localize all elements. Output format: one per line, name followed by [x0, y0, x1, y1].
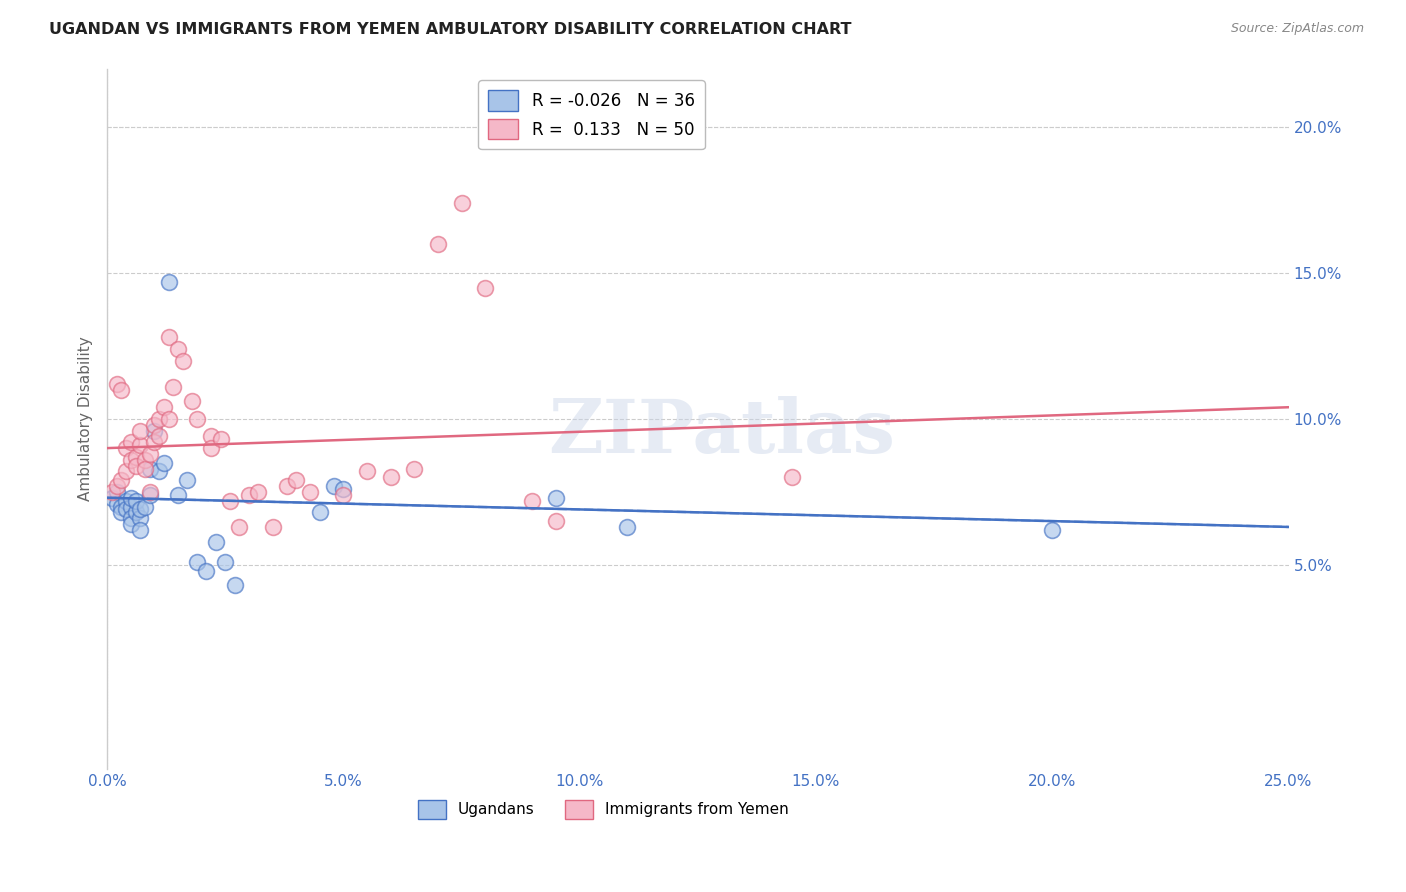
- Legend: Ugandans, Immigrants from Yemen: Ugandans, Immigrants from Yemen: [412, 794, 794, 825]
- Point: [404, 461, 426, 475]
- Point: [228, 520, 250, 534]
- Point: [101, 484, 124, 499]
- Point: [162, 380, 184, 394]
- Point: [153, 456, 176, 470]
- Point: [105, 376, 128, 391]
- Point: [115, 502, 138, 516]
- Point: [200, 441, 222, 455]
- Point: [124, 505, 146, 519]
- Point: [124, 458, 146, 473]
- Point: [129, 511, 152, 525]
- Text: ZIPatlas: ZIPatlas: [548, 396, 896, 469]
- Point: [110, 473, 132, 487]
- Point: [120, 500, 142, 514]
- Point: [115, 493, 138, 508]
- Point: [167, 342, 190, 356]
- Point: [129, 438, 152, 452]
- Point: [299, 484, 322, 499]
- Point: [276, 479, 298, 493]
- Point: [143, 424, 166, 438]
- Point: [120, 452, 142, 467]
- Point: [247, 484, 270, 499]
- Point: [219, 493, 242, 508]
- Point: [120, 435, 142, 450]
- Point: [120, 516, 142, 531]
- Point: [209, 433, 232, 447]
- Point: [308, 505, 330, 519]
- Point: [143, 435, 166, 450]
- Point: [157, 275, 180, 289]
- Point: [101, 491, 124, 505]
- Point: [110, 500, 132, 514]
- Y-axis label: Ambulatory Disability: Ambulatory Disability: [79, 336, 93, 501]
- Point: [134, 461, 156, 475]
- Point: [115, 441, 138, 455]
- Point: [474, 280, 496, 294]
- Point: [380, 470, 402, 484]
- Point: [134, 452, 156, 467]
- Point: [148, 412, 170, 426]
- Point: [134, 500, 156, 514]
- Point: [115, 465, 138, 479]
- Point: [124, 493, 146, 508]
- Point: [105, 497, 128, 511]
- Point: [157, 412, 180, 426]
- Point: [172, 353, 194, 368]
- Point: [138, 461, 160, 475]
- Point: [356, 465, 378, 479]
- Point: [124, 450, 146, 464]
- Point: [138, 484, 160, 499]
- Point: [138, 488, 160, 502]
- Point: [120, 491, 142, 505]
- Point: [450, 195, 472, 210]
- Point: [782, 470, 804, 484]
- Point: [214, 555, 236, 569]
- Point: [426, 236, 449, 251]
- Point: [285, 473, 308, 487]
- Point: [332, 482, 354, 496]
- Point: [323, 479, 346, 493]
- Point: [110, 383, 132, 397]
- Point: [205, 534, 228, 549]
- Point: [238, 488, 260, 502]
- Point: [200, 429, 222, 443]
- Point: [1040, 523, 1063, 537]
- Point: [129, 424, 152, 438]
- Point: [143, 417, 166, 432]
- Point: [110, 505, 132, 519]
- Text: UGANDAN VS IMMIGRANTS FROM YEMEN AMBULATORY DISABILITY CORRELATION CHART: UGANDAN VS IMMIGRANTS FROM YEMEN AMBULAT…: [49, 22, 852, 37]
- Point: [546, 491, 568, 505]
- Point: [186, 555, 208, 569]
- Point: [181, 394, 204, 409]
- Point: [176, 473, 198, 487]
- Point: [120, 511, 142, 525]
- Text: Source: ZipAtlas.com: Source: ZipAtlas.com: [1230, 22, 1364, 36]
- Point: [224, 578, 246, 592]
- Point: [105, 484, 128, 499]
- Point: [195, 564, 218, 578]
- Point: [522, 493, 544, 508]
- Point: [129, 523, 152, 537]
- Point: [262, 520, 284, 534]
- Point: [148, 465, 170, 479]
- Point: [186, 412, 208, 426]
- Point: [148, 429, 170, 443]
- Point: [332, 488, 354, 502]
- Point: [129, 502, 152, 516]
- Point: [138, 447, 160, 461]
- Point: [167, 488, 190, 502]
- Point: [616, 520, 638, 534]
- Point: [153, 401, 176, 415]
- Point: [105, 479, 128, 493]
- Point: [157, 330, 180, 344]
- Point: [546, 514, 568, 528]
